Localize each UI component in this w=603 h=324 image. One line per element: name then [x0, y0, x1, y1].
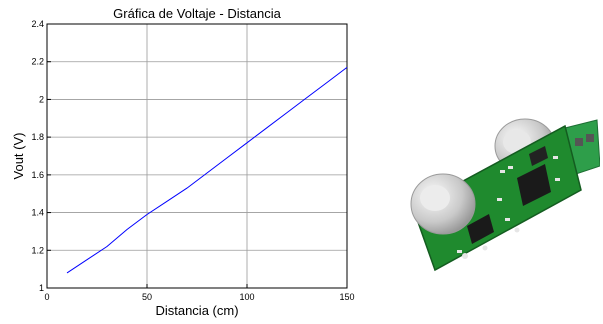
x-axis-label: Distancia (cm) [155, 303, 238, 318]
plot-frame [46, 23, 348, 289]
x-tick-label: 150 [339, 292, 354, 302]
y-tick-label: 2.4 [31, 19, 44, 29]
x-tick-label: 100 [239, 292, 254, 302]
front-transducer-can [410, 173, 476, 235]
y-tick-label: 1.2 [31, 245, 44, 255]
grid-lines [46, 23, 348, 289]
y-tick-label: 1 [39, 283, 44, 293]
series-line-voltage [66, 67, 348, 274]
x-tick-label: 0 [44, 292, 49, 302]
smd-components [457, 156, 560, 259]
y-tick-label: 1.8 [31, 132, 44, 142]
y-tick-label: 2.2 [31, 57, 44, 67]
y-tick-label: 1.4 [31, 208, 44, 218]
y-tick-label: 1.6 [31, 170, 44, 180]
y-tick-label: 2 [39, 94, 44, 104]
chart-title: Gráfica de Voltaje - Distancia [113, 6, 281, 21]
ic-chips [467, 146, 551, 244]
ultrasonic-sensor-photo [410, 118, 600, 272]
voltage-distance-chart: Gráfica de Voltaje - Distancia 0 50 100 150… [11, 6, 355, 318]
y-axis-ticks: 1 1.2 1.4 1.6 1.8 2 2.2 2.4 [31, 19, 51, 293]
y-axis-label: Vout (V) [11, 133, 26, 180]
x-axis-ticks: 0 50 100 150 [44, 284, 355, 302]
x-tick-label: 50 [142, 292, 152, 302]
